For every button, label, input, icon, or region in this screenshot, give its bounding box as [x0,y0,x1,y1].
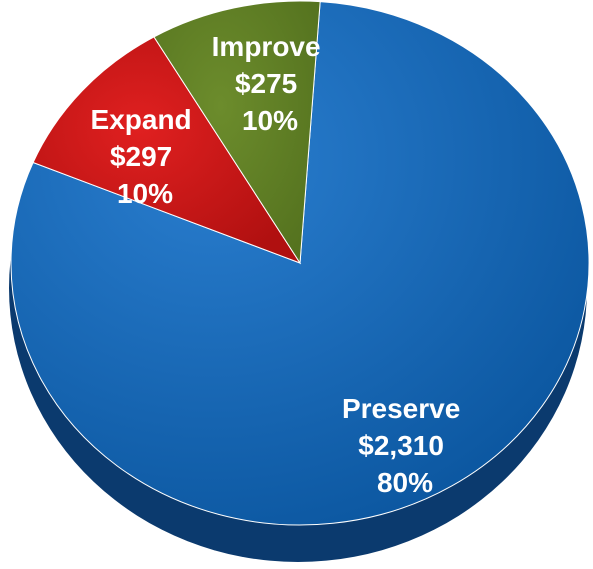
pie-slice-expand [32,36,302,265]
slice-label-expand: Expand $297 10% [91,104,200,209]
slice-label-improve-percent: 10% [242,105,298,136]
slice-label-expand-name: Expand [91,104,192,135]
slice-label-preserve-amount: $2,310 [358,430,444,461]
pie-slice-improve [153,0,321,265]
slice-label-improve-amount: $275 [235,68,297,99]
slice-label-preserve: Preserve $2,310 80% [342,393,468,498]
slice-label-improve-name: Improve [212,31,321,62]
slice-label-expand-percent: 10% [117,178,173,209]
slice-label-preserve-percent: 80% [377,467,433,498]
slice-label-expand-amount: $297 [110,141,172,172]
pie-slices [10,0,590,526]
slice-label-preserve-name: Preserve [342,393,460,424]
slice-label-improve: Improve $275 10% [212,31,329,136]
